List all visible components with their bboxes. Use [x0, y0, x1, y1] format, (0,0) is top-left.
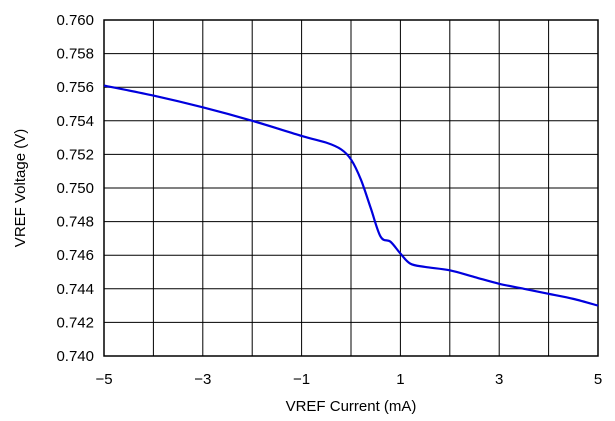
y-tick-label: 0.750: [56, 180, 94, 197]
x-tick-label: 1: [396, 371, 404, 388]
series-line: [103, 84, 599, 307]
x-axis-label: VREF Current (mA): [286, 398, 417, 415]
grid-lines: [103, 19, 599, 357]
x-tick-label: −5: [95, 371, 112, 388]
y-tick-label: 0.754: [56, 113, 94, 130]
plot-frame: [103, 19, 599, 357]
y-tick-label: 0.748: [56, 214, 94, 231]
series-group: [103, 84, 599, 307]
x-tick-label: 5: [594, 371, 602, 388]
y-tick-label: 0.756: [56, 79, 94, 96]
y-tick-label: 0.742: [56, 314, 94, 331]
y-tick-label: 0.740: [56, 348, 94, 365]
x-tick-label: 3: [495, 371, 503, 388]
y-tick-label: 0.744: [56, 281, 94, 298]
y-tick-label: 0.752: [56, 146, 94, 163]
y-tick-labels: 0.740 0.742 0.744 0.746 0.748 0.750 0.752 0.754…: [56, 12, 94, 365]
y-tick-label: 0.746: [56, 247, 94, 264]
x-tick-labels: −5 −3 −1 1 3 5: [95, 371, 602, 388]
x-tick-label: −1: [293, 371, 310, 388]
y-axis-label: VREF Voltage (V): [12, 129, 29, 247]
y-tick-label: 0.760: [56, 12, 94, 29]
y-tick-label: 0.758: [56, 46, 94, 63]
x-tick-label: −3: [194, 371, 211, 388]
